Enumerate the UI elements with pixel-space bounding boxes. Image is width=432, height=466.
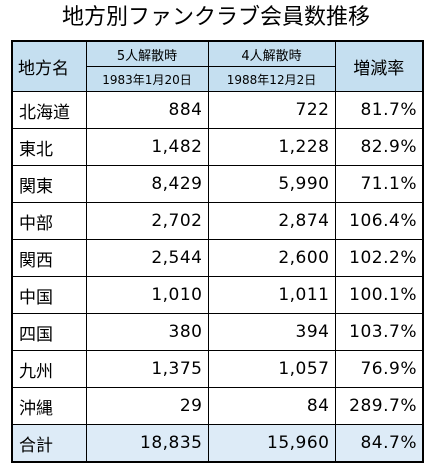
value-1983-cell: 29 xyxy=(85,387,209,425)
value-1988-cell: 394 xyxy=(207,313,336,351)
rate-cell: 289.7% xyxy=(334,387,424,425)
header-col1-label: 5人解散時 xyxy=(116,48,178,64)
table-row: 関東 8,429 5,990 71.1% xyxy=(11,165,424,203)
table-row: 沖縄 29 84 289.7% xyxy=(11,387,424,425)
value-1988-cell: 1,057 xyxy=(207,350,336,388)
value-1983-cell: 1,482 xyxy=(85,128,209,166)
table-row: 四国 380 394 103.7% xyxy=(11,313,424,351)
rate-cell: 82.9% xyxy=(334,128,424,166)
total-rate: 84.7% xyxy=(334,424,424,463)
value-1983-cell: 2,544 xyxy=(85,239,209,277)
rate-cell: 71.1% xyxy=(334,165,424,203)
header-col2-date: 1988年12月2日 xyxy=(207,66,336,92)
region-cell: 中部 xyxy=(11,202,87,240)
value-1983-cell: 1,010 xyxy=(85,276,209,314)
region-cell: 関西 xyxy=(11,239,87,277)
region-cell: 東北 xyxy=(11,128,87,166)
region-cell: 中国 xyxy=(11,276,87,314)
value-1988-cell: 84 xyxy=(207,387,336,425)
value-1983-cell: 8,429 xyxy=(85,165,209,203)
table-row: 九州 1,375 1,057 76.9% xyxy=(11,350,424,388)
table-row: 関西 2,544 2,600 102.2% xyxy=(11,239,424,277)
value-1988-cell: 722 xyxy=(207,91,336,129)
header-rate-label: 増減率 xyxy=(353,59,405,79)
table-row: 中国 1,010 1,011 100.1% xyxy=(11,276,424,314)
rate-cell: 100.1% xyxy=(334,276,424,314)
table-row: 東北 1,482 1,228 82.9% xyxy=(11,128,424,166)
rate-cell: 76.9% xyxy=(334,350,424,388)
region-cell: 沖縄 xyxy=(11,387,87,425)
table-row: 中部 2,702 2,874 106.4% xyxy=(11,202,424,240)
region-cell: 四国 xyxy=(11,313,87,351)
value-1988-cell: 2,600 xyxy=(207,239,336,277)
value-1983-cell: 884 xyxy=(85,91,209,129)
page-title: 地方別ファンクラブ会員数推移 xyxy=(61,5,370,30)
rate-cell: 106.4% xyxy=(334,202,424,240)
total-label: 合計 xyxy=(11,424,87,463)
value-1983-cell: 1,375 xyxy=(85,350,209,388)
fan-club-table: 地方名 5人解散時 4人解散時 増減率 1983年1月20日 1988年12月2… xyxy=(11,40,424,463)
value-1988-cell: 5,990 xyxy=(207,165,336,203)
region-cell: 北海道 xyxy=(11,91,87,129)
region-cell: 関東 xyxy=(11,165,87,203)
value-1988-cell: 1,228 xyxy=(207,128,336,166)
region-cell: 九州 xyxy=(11,350,87,388)
value-1983-cell: 2,702 xyxy=(85,202,209,240)
data-rows: 北海道 884 722 81.7% 東北 1,482 1,228 82.9% 関東 8,429 5,… xyxy=(11,91,424,425)
total-row: 合計 18,835 15,960 84.7% xyxy=(11,424,424,463)
header-col1-date: 1983年1月20日 xyxy=(85,66,209,92)
value-1988-cell: 1,011 xyxy=(207,276,336,314)
header-col2-label: 4人解散時 xyxy=(241,48,302,64)
value-1983-cell: 380 xyxy=(85,313,209,351)
table-row: 北海道 884 722 81.7% xyxy=(11,91,424,129)
rate-cell: 102.2% xyxy=(334,239,424,277)
header-region: 地方名 xyxy=(11,40,87,92)
header-col1: 5人解散時 xyxy=(85,40,209,67)
rate-cell: 81.7% xyxy=(334,91,424,129)
value-1988-cell: 2,874 xyxy=(207,202,336,240)
total-col1: 18,835 xyxy=(85,424,209,463)
header-col2: 4人解散時 xyxy=(207,40,336,67)
header-rate: 増減率 xyxy=(334,40,424,92)
total-col2: 15,960 xyxy=(207,424,336,463)
rate-cell: 103.7% xyxy=(334,313,424,351)
